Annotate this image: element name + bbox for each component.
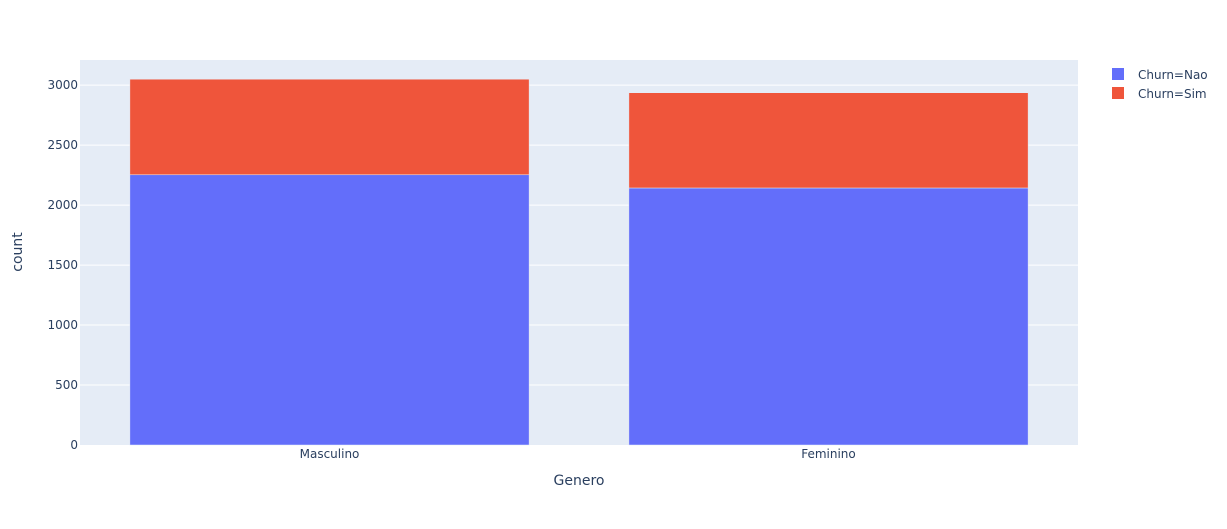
y-tick-label: 1500	[47, 258, 78, 272]
legend-label: Churn=Nao	[1138, 68, 1208, 82]
legend-label: Churn=Sim	[1138, 87, 1207, 101]
x-axis-ticks: Masculino Feminino	[300, 447, 856, 461]
y-tick-label: 2500	[47, 138, 78, 152]
y-tick-label: 1000	[47, 318, 78, 332]
x-tick-label: Masculino	[300, 447, 360, 461]
x-axis-title: Genero	[554, 473, 605, 489]
bar-masculino-churn-nao	[129, 174, 530, 446]
bar-feminino-churn-sim	[628, 92, 1029, 189]
y-tick-label: 500	[55, 378, 78, 392]
y-tick-label: 2000	[47, 198, 78, 212]
x-tick-label: Feminino	[801, 447, 856, 461]
y-axis-title: count	[10, 232, 26, 272]
legend-swatch	[1112, 87, 1124, 99]
y-axis-ticks: 0 500 1000 1500 2000 2500 3000	[47, 78, 78, 452]
legend-swatch	[1112, 68, 1124, 80]
bar-feminino-churn-nao	[628, 187, 1029, 446]
legend: Churn=Nao Churn=Sim	[1112, 68, 1208, 101]
y-tick-label: 0	[70, 438, 78, 452]
bar-masculino-churn-sim	[129, 78, 530, 176]
bars	[129, 78, 1029, 446]
y-tick-label: 3000	[47, 78, 78, 92]
